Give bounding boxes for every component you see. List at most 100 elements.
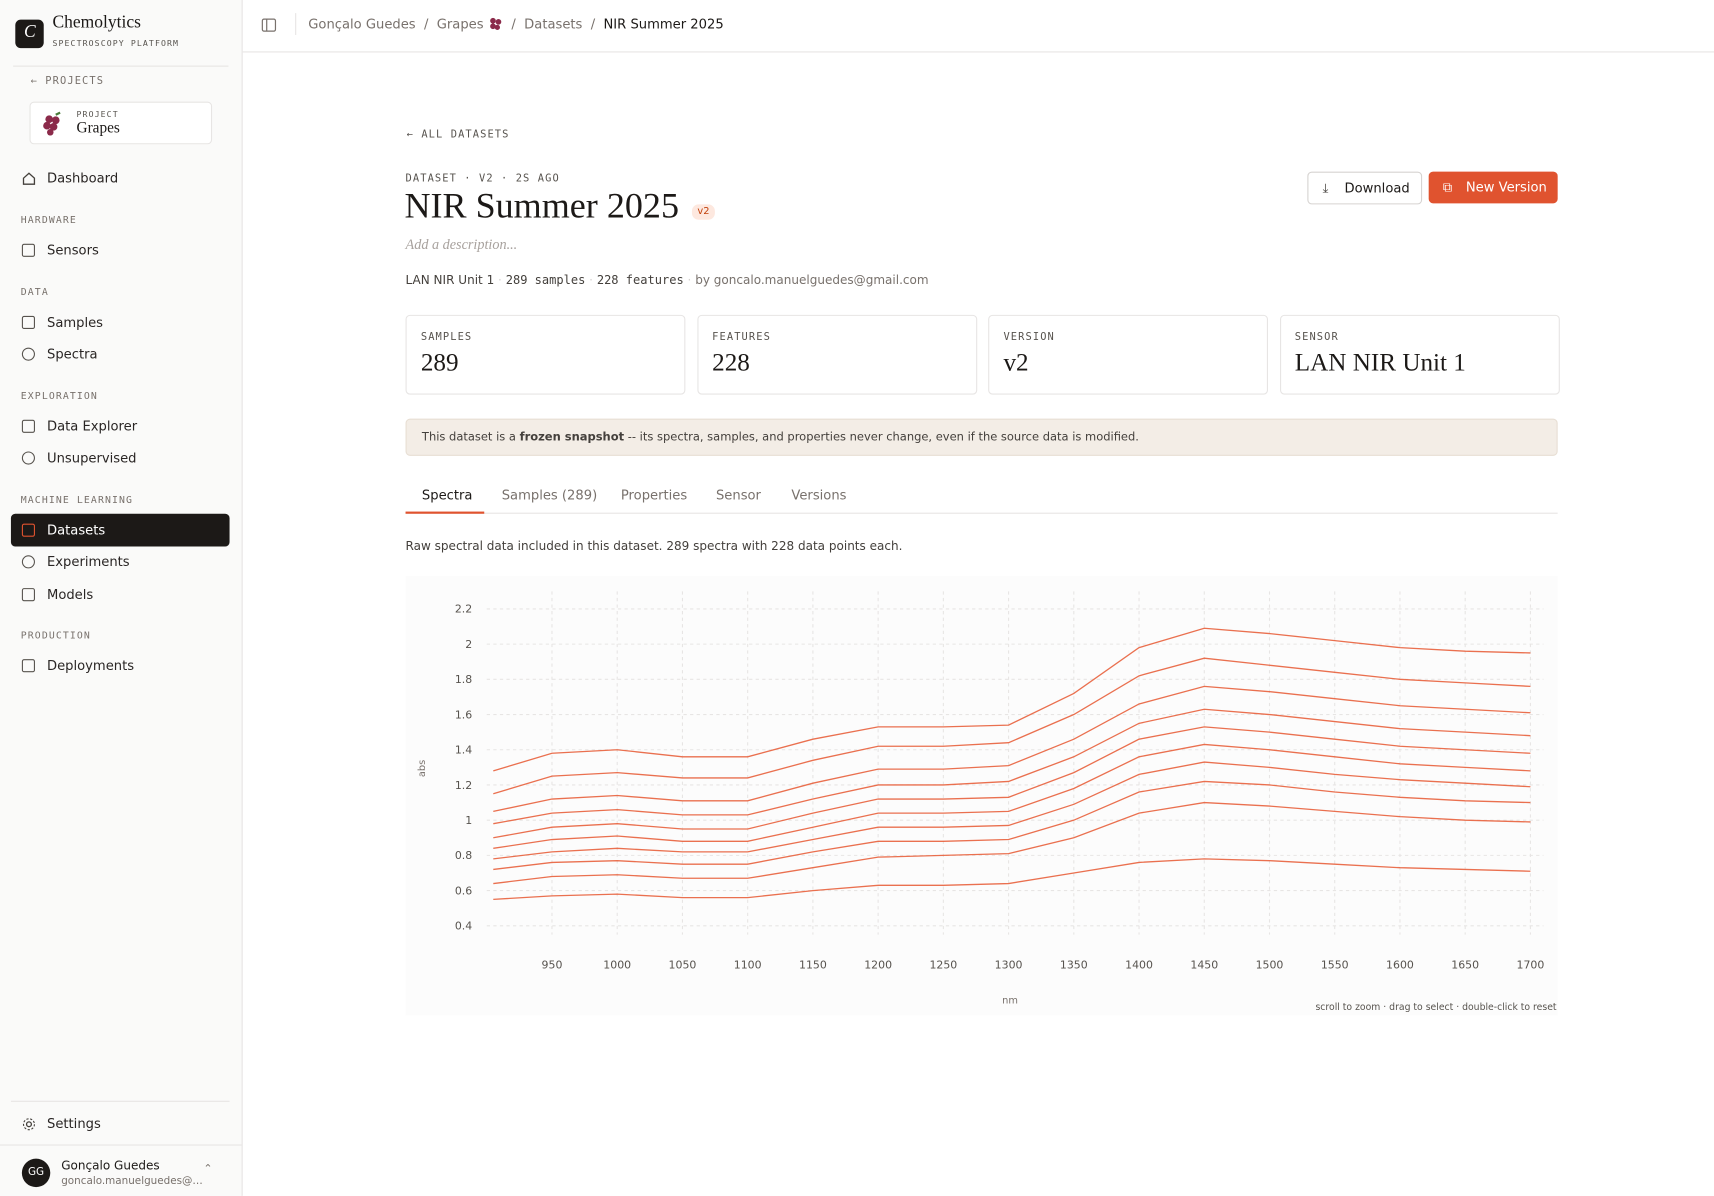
nav-heading: PRODUCTION (20, 630, 91, 642)
divider (295, 13, 297, 35)
spectrum-line (493, 780, 1531, 871)
y-tick-label: 1.6 (455, 708, 472, 721)
x-tick-label: 1250 (929, 958, 957, 971)
nav-item[interactable]: Unsupervised (47, 450, 137, 466)
notice-text: This dataset is a (421, 430, 520, 444)
description[interactable]: Add a description... (405, 236, 518, 253)
crumb[interactable]: Gonçalo Guedes (308, 16, 416, 32)
button-label: New Version (1465, 179, 1547, 195)
tab-border (405, 512, 1558, 514)
nav-icon (21, 347, 35, 361)
nav-item[interactable]: Settings (47, 1116, 101, 1132)
tab[interactable]: Versions (791, 487, 847, 503)
meta-features: 228 features (596, 273, 684, 288)
meta-samples: 289 samples (505, 273, 586, 288)
nav-item[interactable]: Models (47, 586, 94, 603)
spectrum-line (493, 801, 1531, 885)
y-tick-label: 1.4 (455, 744, 472, 757)
breadcrumbs: Gonçalo Guedes / Grapes / Datasets / NIR… (308, 16, 724, 32)
nav-item[interactable]: Spectra (47, 346, 98, 362)
new-version-button[interactable]: ⧉ New Version (1428, 171, 1558, 204)
spectrum-line (493, 858, 1531, 901)
stat-value: LAN NIR Unit 1 (1294, 348, 1466, 377)
user-menu[interactable]: ⌃ (203, 1163, 213, 1176)
stat-card: VERSION v2 (988, 314, 1268, 395)
meta-sensor: LAN NIR Unit 1 (405, 273, 495, 288)
stat-label: SAMPLES (420, 331, 473, 344)
user-email: goncalo.manuelguedes@… (61, 1175, 203, 1188)
nav-icon (21, 659, 35, 673)
nav-item[interactable]: Experiments (47, 554, 130, 570)
version-badge: v2 (691, 204, 715, 220)
stat-card: SAMPLES 289 (405, 314, 686, 395)
x-tick-label: 1150 (799, 958, 827, 971)
y-axis-label: abs (417, 760, 428, 777)
spectrum-line (493, 708, 1531, 825)
spectrum-line (493, 761, 1531, 860)
x-tick-label: 1200 (864, 958, 892, 971)
nav-active-bg (10, 513, 230, 547)
nav-heading: EXPLORATION (20, 391, 98, 403)
nav-item[interactable]: Samples (47, 314, 104, 331)
x-tick-label: 1300 (995, 958, 1023, 971)
spectrum-line (493, 657, 1531, 795)
nav-icon (21, 523, 35, 537)
meta: LAN NIR Unit 1 · 289 samples · 228 featu… (405, 273, 929, 288)
back-projects[interactable]: ← PROJECTS (30, 75, 105, 88)
y-tick-label: 0.4 (455, 920, 472, 933)
stat-value: 228 (712, 348, 750, 377)
project-card[interactable]: PROJECT Grapes (29, 101, 213, 145)
divider (10, 1100, 230, 1102)
x-tick-label: 950 (542, 958, 563, 971)
crumb[interactable]: Datasets (524, 16, 583, 32)
tab[interactable]: Samples (289) (501, 487, 598, 503)
tab-description: Raw spectral data included in this datas… (405, 538, 903, 554)
crumb[interactable]: Grapes (436, 16, 484, 32)
stat-card: SENSOR LAN NIR Unit 1 (1279, 314, 1560, 395)
nav-item[interactable]: Dashboard (47, 170, 119, 186)
nav-item[interactable]: Sensors (47, 242, 99, 258)
spectrum-line (493, 726, 1531, 839)
tagline: SPECTROSCOPY PLATFORM (52, 38, 180, 49)
back-datasets[interactable]: ← ALL DATASETS (406, 128, 510, 142)
spectrum-line (493, 743, 1531, 849)
tab[interactable]: Properties (620, 487, 688, 503)
nav-item[interactable]: Deployments (47, 658, 135, 674)
stat-card: FEATURES 228 (696, 314, 977, 395)
tab[interactable]: Spectra (421, 487, 473, 503)
x-tick-label: 1350 (1060, 958, 1088, 971)
nav-heading: HARDWARE (20, 215, 77, 227)
stat-label: FEATURES (712, 331, 771, 344)
stat-value: 289 (420, 348, 459, 377)
x-tick-label: 1050 (669, 958, 697, 971)
home-icon (22, 172, 36, 185)
tab[interactable]: Sensor (715, 487, 761, 503)
meta-author: by goncalo.manuelguedes@gmail.com (695, 273, 929, 288)
nav-item[interactable]: Data Explorer (47, 418, 138, 434)
user-name: Gonçalo Guedes (61, 1158, 160, 1173)
sidebar-toggle[interactable] (261, 17, 277, 32)
nav-icon (21, 451, 35, 465)
download-button[interactable]: ⤓ Download (1307, 171, 1423, 205)
crumb-current: NIR Summer 2025 (603, 16, 724, 32)
settings-icon (22, 1118, 35, 1131)
button-label: Download (1344, 180, 1410, 196)
y-tick-label: 0.6 (455, 884, 472, 897)
avatar: GG (21, 1158, 51, 1188)
nav-icon (21, 555, 35, 569)
spectra-chart[interactable]: abs nm scroll to zoom · drag to select ·… (405, 576, 1558, 1016)
x-tick-label: 1650 (1451, 958, 1479, 971)
nav-item[interactable]: Datasets (47, 522, 106, 538)
x-tick-label: 1700 (1517, 958, 1545, 971)
nav-heading: MACHINE LEARNING (20, 495, 134, 507)
chart-hint: scroll to zoom · drag to select · double… (1315, 1002, 1556, 1013)
topbar-border (242, 51, 1714, 53)
y-tick-label: 1.8 (455, 673, 472, 686)
nav-icon (21, 315, 35, 330)
tab-indicator (405, 511, 485, 514)
x-axis-label: nm (1002, 995, 1018, 1006)
grape-icon (490, 17, 502, 30)
project-label: PROJECT (76, 109, 119, 120)
nav-icon (21, 419, 35, 433)
